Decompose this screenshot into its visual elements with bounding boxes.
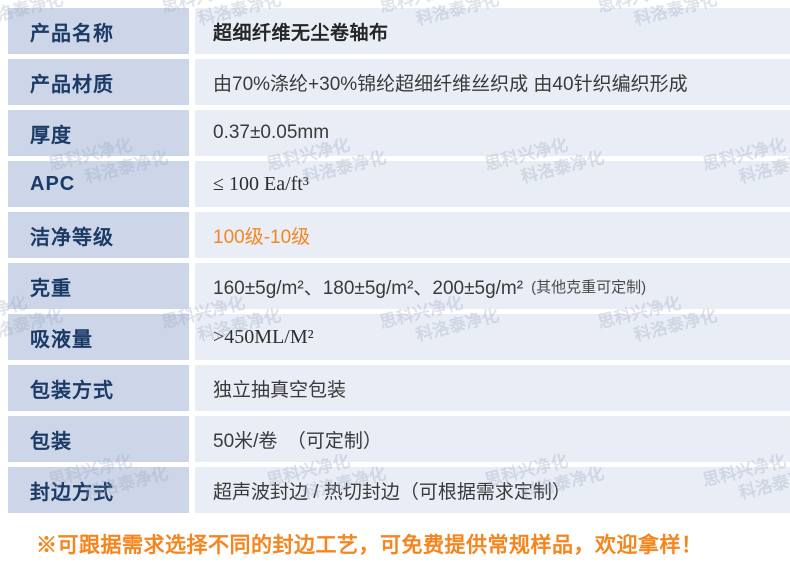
spec-label: 产品名称 <box>8 8 189 54</box>
product-spec-table: 产品名称 超细纤维无尘卷轴布 产品材质 由70%涤纶+30%锦纶超细纤维丝织成 … <box>8 8 790 513</box>
spec-value: 100级-10级 <box>195 212 790 258</box>
spec-value: 超细纤维无尘卷轴布 <box>195 8 790 54</box>
spec-label: 厚度 <box>8 110 189 156</box>
spec-row-cleanliness-grade: 洁净等级 100级-10级 <box>8 212 790 258</box>
spec-value: 0.37±0.05mm <box>195 110 790 156</box>
spec-row-weight: 克重 160±5g/m²、180±5g/m²、200±5g/m² (其他克重可定… <box>8 263 790 309</box>
spec-label: 吸液量 <box>8 314 189 360</box>
spec-row-packing-method: 包装方式 独立抽真空包装 <box>8 365 790 411</box>
spec-label: 产品材质 <box>8 59 189 105</box>
spec-row-product-name: 产品名称 超细纤维无尘卷轴布 <box>8 8 790 54</box>
spec-value: ≤ 100 Ea/ft³ <box>195 161 790 207</box>
spec-row-material: 产品材质 由70%涤纶+30%锦纶超细纤维丝织成 由40针织编织形成 <box>8 59 790 105</box>
spec-label: APC <box>8 161 189 207</box>
spec-label: 包装方式 <box>8 365 189 411</box>
spec-value: 独立抽真空包装 <box>195 365 790 411</box>
footer-note: ※可跟据需求选择不同的封边工艺，可免费提供常规样品，欢迎拿样！ <box>36 534 703 557</box>
spec-row-edge-sealing: 封边方式 超声波封边 / 热切封边（可根据需求定制） <box>8 467 790 513</box>
spec-value: >450ML/M² <box>195 314 790 360</box>
spec-value-main: 160±5g/m²、180±5g/m²、200±5g/m² <box>213 277 524 299</box>
spec-value: 超声波封边 / 热切封边（可根据需求定制） <box>195 467 790 513</box>
spec-row-absorbency: 吸液量 >450ML/M² <box>8 314 790 360</box>
spec-label: 洁净等级 <box>8 212 189 258</box>
spec-label: 克重 <box>8 263 189 309</box>
spec-row-apc: APC ≤ 100 Ea/ft³ <box>8 161 790 207</box>
spec-row-thickness: 厚度 0.37±0.05mm <box>8 110 790 156</box>
spec-row-packing: 包装 50米/卷 （可定制） <box>8 416 790 462</box>
spec-value: 由70%涤纶+30%锦纶超细纤维丝织成 由40针织编织形成 <box>195 59 790 105</box>
spec-value: 50米/卷 （可定制） <box>195 416 790 462</box>
spec-label: 包装 <box>8 416 189 462</box>
spec-value-note: (其他克重可定制) <box>531 278 647 296</box>
spec-label: 封边方式 <box>8 467 189 513</box>
spec-value: 160±5g/m²、180±5g/m²、200±5g/m² (其他克重可定制) <box>195 263 790 309</box>
